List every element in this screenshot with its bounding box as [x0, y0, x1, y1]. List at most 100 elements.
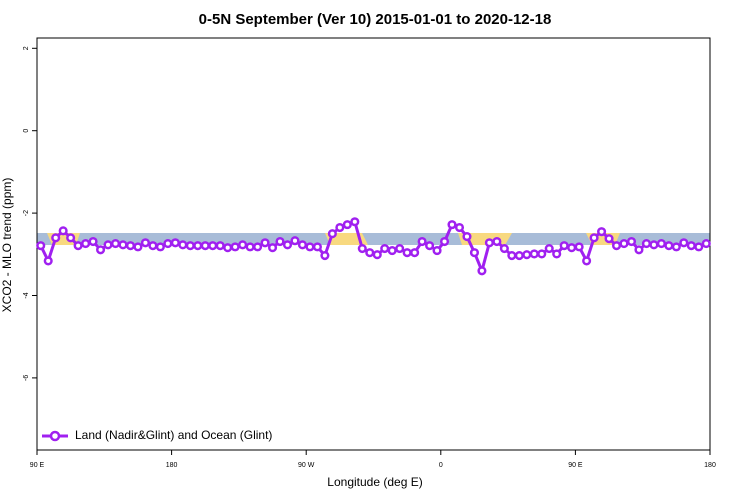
point	[163, 239, 173, 249]
point	[245, 242, 255, 252]
point	[96, 245, 106, 255]
point	[140, 238, 150, 248]
point	[290, 236, 300, 246]
point	[365, 248, 375, 258]
point	[402, 248, 412, 258]
point	[268, 243, 278, 253]
point	[574, 242, 584, 252]
y-tick-label: -4	[23, 292, 30, 298]
x-tick-label: 0	[439, 462, 443, 469]
point	[447, 220, 457, 230]
point	[477, 266, 487, 276]
x-tick-label: 90 E	[568, 462, 583, 469]
point	[425, 241, 435, 251]
point	[469, 248, 480, 258]
point	[439, 236, 450, 247]
point	[51, 233, 61, 243]
y-tick-label: 2	[23, 46, 30, 50]
point	[507, 250, 517, 261]
point	[275, 236, 285, 247]
point	[350, 217, 360, 227]
legend-marker	[49, 430, 61, 442]
point	[178, 240, 188, 250]
point	[88, 236, 98, 247]
point	[410, 248, 420, 258]
point	[238, 240, 248, 250]
point	[312, 242, 322, 252]
point	[552, 249, 562, 259]
point	[387, 246, 397, 256]
point	[66, 233, 76, 243]
y-tick-label: -6	[23, 375, 30, 381]
point	[679, 238, 689, 248]
point	[484, 238, 494, 248]
point	[125, 241, 136, 251]
point	[110, 239, 121, 249]
legend-label: Land (Nadir&Glint) and Ocean (Glint)	[75, 428, 272, 442]
point	[208, 241, 218, 251]
point	[297, 240, 308, 250]
point	[626, 236, 637, 247]
point	[694, 242, 704, 252]
point	[260, 238, 270, 248]
point	[36, 241, 46, 251]
point	[649, 240, 659, 250]
x-tick-label: 180	[704, 462, 716, 469]
point	[335, 222, 345, 233]
point	[223, 243, 233, 253]
y-tick-label: -2	[23, 210, 30, 216]
point	[327, 229, 337, 239]
point	[544, 243, 554, 254]
point	[492, 236, 502, 247]
point	[73, 241, 83, 251]
point	[611, 241, 622, 251]
x-tick-label: 90 W	[298, 462, 315, 469]
point	[118, 240, 128, 250]
point	[185, 241, 195, 251]
point	[170, 238, 180, 248]
point	[686, 241, 696, 251]
point	[604, 234, 614, 244]
point	[567, 243, 577, 253]
point	[282, 240, 293, 250]
point	[305, 242, 315, 252]
x-tick-label: 180	[166, 462, 178, 469]
point	[656, 239, 666, 249]
point	[582, 256, 592, 266]
point	[43, 256, 53, 266]
point	[529, 249, 539, 259]
point	[641, 239, 651, 249]
point	[320, 250, 330, 261]
point	[81, 239, 91, 249]
point	[215, 241, 225, 251]
point	[559, 241, 569, 251]
point	[417, 236, 427, 247]
point	[200, 241, 210, 251]
point	[342, 220, 352, 230]
point	[380, 243, 390, 254]
point	[589, 233, 599, 243]
point	[133, 242, 143, 252]
point	[230, 242, 240, 252]
point	[372, 250, 382, 260]
point	[664, 241, 674, 251]
point	[193, 241, 203, 251]
y-tick-label: 0	[23, 129, 30, 133]
point	[522, 250, 532, 260]
point	[701, 239, 711, 249]
point	[597, 227, 607, 237]
point	[148, 241, 158, 251]
point	[514, 250, 524, 261]
point	[357, 243, 367, 254]
point	[537, 249, 547, 259]
point	[155, 242, 165, 252]
chart-title: 0-5N September (Ver 10) 2015-01-01 to 20…	[199, 11, 552, 28]
y-axis-label: XCO2 - MLO trend (ppm)	[0, 178, 14, 313]
point	[395, 243, 405, 254]
point	[634, 245, 644, 255]
point	[454, 222, 465, 233]
point	[499, 243, 509, 254]
point	[671, 242, 681, 252]
x-tick-label: 90 E	[30, 462, 45, 469]
